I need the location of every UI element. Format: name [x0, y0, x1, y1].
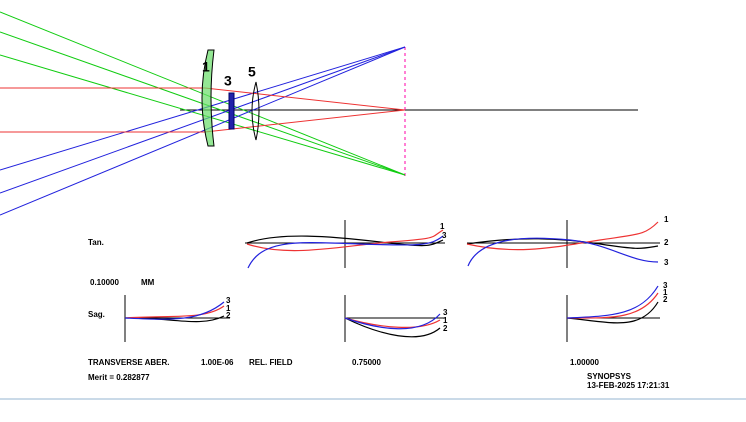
ray — [0, 46, 406, 194]
curve — [566, 285, 659, 319]
tan-plot: 1 3 — [245, 220, 447, 269]
field-value: 0.75000 — [352, 358, 381, 367]
curve-label: 2 — [443, 324, 448, 333]
tan-plot: 1 2 3 — [466, 215, 669, 268]
curve-label: 3 — [226, 296, 231, 305]
curve-label: 2 — [664, 238, 669, 247]
row-label: Tan. — [88, 238, 104, 247]
merit: Merit = 0.282877 — [88, 373, 150, 382]
curve-label: 3 — [443, 308, 448, 317]
curve — [124, 305, 225, 319]
curve — [344, 313, 441, 330]
curve-label: 3 — [663, 281, 668, 290]
sag-plot: 3 1 2 — [566, 281, 668, 342]
curve — [466, 238, 659, 249]
curve — [466, 221, 659, 251]
lens-3 — [228, 92, 235, 130]
curve-label: 3 — [664, 258, 669, 267]
curve — [124, 301, 225, 320]
curve — [467, 237, 659, 267]
field-label: REL. FIELD — [249, 358, 293, 367]
ray — [0, 46, 406, 216]
lens-1 — [201, 49, 215, 147]
scale-value: 0.10000 — [90, 278, 119, 287]
row-label: Sag. — [88, 310, 105, 319]
wavelength: 1.00E-06 — [201, 358, 234, 367]
curve — [344, 317, 441, 338]
curve-label: 1 — [443, 316, 448, 325]
curve — [247, 235, 444, 269]
curve-label: 2 — [663, 295, 668, 304]
lens-layout: 1 3 5 — [0, 11, 638, 216]
curve — [566, 301, 659, 324]
lens-5 — [251, 81, 260, 141]
curve-label: 1 — [663, 288, 668, 297]
lens-number: 5 — [248, 64, 256, 80]
curve-label: 3 — [442, 231, 447, 240]
lens-number: 3 — [224, 73, 232, 89]
scale-unit: MM — [141, 278, 155, 287]
curve-label: 2 — [226, 311, 231, 320]
footer-title: TRANSVERSE ABER. — [88, 358, 170, 367]
curve-label: 1 — [440, 222, 445, 231]
sag-plot: 3 1 2 — [344, 295, 448, 342]
lens-number: 1 — [202, 59, 210, 75]
curve — [246, 235, 444, 247]
curve-label: 1 — [226, 304, 231, 313]
curve-label: 1 — [664, 215, 669, 224]
timestamp: 13-FEB-2025 17:21:31 — [587, 381, 670, 390]
sag-plot: 3 1 2 — [124, 295, 231, 342]
program: SYNOPSYS — [587, 372, 632, 381]
curve — [246, 229, 444, 252]
curve — [566, 292, 659, 319]
field-value: 1.00000 — [570, 358, 599, 367]
